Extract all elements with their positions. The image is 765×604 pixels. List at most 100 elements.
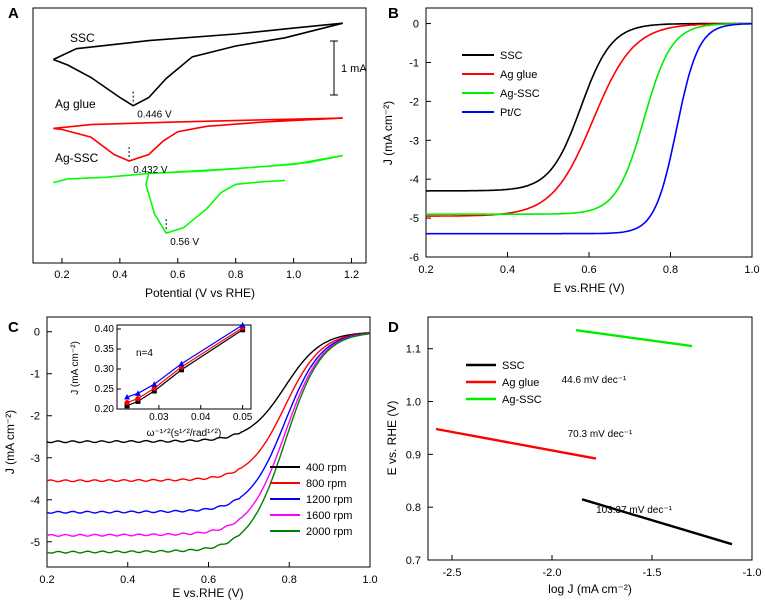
panel-d-slope-label-ag-ssc: 44.6 mV dec⁻¹ xyxy=(562,375,627,386)
panel-d-legend-label-ag-ssc: Ag-SSC xyxy=(502,394,542,406)
panel-d-legend: SSC Ag glue Ag-SSC xyxy=(466,360,542,406)
panel-d-line-ssc xyxy=(581,498,733,546)
panel-c-inset-x-tick-label: 0.04 xyxy=(191,412,211,423)
panel-d-x-tick-label: -1.5 xyxy=(643,567,662,579)
panel-d-slope-label-ssc: 103.37 mV dec⁻¹ xyxy=(596,505,673,516)
panel-c-inset-point xyxy=(178,367,184,373)
panel-b-y-tick-label: -6 xyxy=(409,252,419,264)
panel-d-curves: 103.37 mV dec⁻¹ 70.3 mV dec⁻¹ 44.6 mV dec⁻… xyxy=(435,329,733,546)
panel-c-inset-point xyxy=(239,322,246,328)
panel-b-x-tick-label: 1.0 xyxy=(744,264,759,276)
panel-c-x-tick-label: 0.4 xyxy=(120,574,135,586)
panel-d-x-tick-label: -1.0 xyxy=(743,567,762,579)
panel-b-legend-label-ssc: SSC xyxy=(500,50,523,62)
panel-c-curve-2000-rpm xyxy=(46,333,371,554)
panel-c-x-tick-label: 0.6 xyxy=(201,574,216,586)
panel-c-y-tick-label: -1 xyxy=(30,369,40,381)
panel-b-y-tick-label: -4 xyxy=(409,174,419,186)
panel-a-curve-ssc xyxy=(52,22,343,107)
panel-c-inset-point xyxy=(135,398,141,404)
panel-a-series-label-ag-glue: Ag glue xyxy=(55,97,96,111)
panel-d-x-label: log J (mA cm⁻²) xyxy=(548,582,632,596)
panel-d-y-tick-label: 1.0 xyxy=(406,397,421,409)
panel-d-legend-label-ag-glue: Ag glue xyxy=(502,377,539,389)
panel-c-y-label: J (mA cm⁻²) xyxy=(3,410,17,474)
panel-d-line-ag-glue xyxy=(435,427,597,460)
panel-c-inset-point xyxy=(151,388,157,394)
panel-a-x-tick-label: 1.2 xyxy=(344,269,359,281)
panel-c-legend-label-1600-rpm: 1600 rpm xyxy=(306,510,352,522)
panel-d-frame xyxy=(427,316,753,561)
panel-b-y-tick-label: -1 xyxy=(409,57,419,69)
panel-d-y-tick-label: 0.7 xyxy=(406,555,421,567)
panel-d-y-tick-label: 0.8 xyxy=(406,502,421,514)
panel-c-inset-y-tick-label: 0.25 xyxy=(95,384,115,395)
panel-c-inset-points xyxy=(124,322,246,409)
panel-c-x-tick-label: 0.2 xyxy=(39,574,54,586)
panel-d-slope-label-ag-glue: 70.3 mV dec⁻¹ xyxy=(568,429,633,440)
panel-b: B 0.2 0.4 0.6 0.8 1.0 0 -1 -2 -3 -4 -5 -6 SSC Ag glu… xyxy=(381,5,760,295)
panel-a-series-label-ag-ssc: Ag-SSC xyxy=(55,151,99,165)
panel-a-frame xyxy=(32,7,367,264)
panel-d-line-ag-ssc xyxy=(575,329,693,348)
panel-b-legend-label-ag-glue: Ag glue xyxy=(500,69,537,81)
panel-a-peak-label: 0.446 V xyxy=(137,110,172,121)
panel-c-inset-y-label: J (mA cm⁻²) xyxy=(70,341,81,395)
panel-d-x-tick-label: -2.5 xyxy=(443,567,462,579)
panel-a-peak-label: 0.432 V xyxy=(133,165,168,176)
panel-d: D -2.5 -2.0 -1.5 -1.0 0.7 0.8 0.9 1.0 1.1 103.37… xyxy=(385,316,762,596)
panel-d-letter: D xyxy=(388,319,399,336)
panel-a-curve-ag-ssc xyxy=(53,154,343,235)
panel-a: A 0.2 0.4 0.6 0.8 1.0 1.2 0.446 V SSC 0.432 V Ag… xyxy=(8,5,367,300)
panel-c-x-tick-label: 0.8 xyxy=(282,574,297,586)
panel-b-frame xyxy=(425,7,753,258)
panel-b-y-tick-label: -5 xyxy=(409,213,419,225)
panel-a-peak-label: 0.56 V xyxy=(170,237,199,248)
panel-c-inset-point xyxy=(135,396,141,402)
panel-c-legend: 400 rpm 800 rpm 1200 rpm 1600 rpm 2000 rpm xyxy=(270,462,352,538)
panel-c-inset-y-tick-label: 0.20 xyxy=(95,404,115,415)
panel-c-inset-y-tick-label: 0.30 xyxy=(95,364,115,375)
panel-c-inset-y-tick-label: 0.40 xyxy=(95,324,115,335)
panel-a-curves xyxy=(52,22,343,235)
panel-b-ticks: 0.2 0.4 0.6 0.8 1.0 0 -1 -2 -3 -4 -5 -6 xyxy=(409,19,759,276)
panel-b-x-tick-label: 0.8 xyxy=(663,264,678,276)
panel-b-curves xyxy=(426,22,753,235)
panel-b-legend-label-pt-c: Pt/C xyxy=(500,107,521,119)
panel-c-curves xyxy=(46,332,371,554)
panel-c-inset-point xyxy=(124,400,130,406)
panel-b-legend-label-ag-ssc: Ag-SSC xyxy=(500,88,540,100)
panel-c-x-label: E vs.RHE (V) xyxy=(172,586,243,600)
panel-d-legend-label-ssc: SSC xyxy=(502,360,525,372)
panel-a-series-label-ssc: SSC xyxy=(70,31,95,45)
panel-c-inset-annotation: n=4 xyxy=(136,348,153,359)
panel-a-x-tick-label: 0.8 xyxy=(228,269,243,281)
panel-c-inset-x-tick-label: 0.03 xyxy=(149,412,169,423)
panel-a-x-label: Potential (V vs RHE) xyxy=(145,286,255,300)
panel-c-curve-1200-rpm xyxy=(46,332,371,514)
panel-c-inset-y-tick-label: 0.35 xyxy=(95,344,115,355)
panel-b-letter: B xyxy=(388,5,399,22)
panel-c-curve-400-rpm xyxy=(46,332,371,444)
panel-a-x-tick-label: 0.2 xyxy=(54,269,69,281)
panel-c-inset-point xyxy=(124,403,130,409)
panel-c-y-tick-label: -2 xyxy=(30,411,40,423)
panel-c-legend-label-400-rpm: 400 rpm xyxy=(306,462,346,474)
panel-b-legend: SSC Ag glue Ag-SSC Pt/C xyxy=(462,50,540,119)
panel-d-y-tick-label: 1.1 xyxy=(406,344,421,356)
panel-a-scale-bar-label: 1 mA xyxy=(341,63,367,75)
panel-b-x-label: E vs.RHE (V) xyxy=(553,281,624,295)
panel-c-curve-800-rpm xyxy=(46,332,371,483)
panel-d-ticks: -2.5 -2.0 -1.5 -1.0 0.7 0.8 0.9 1.0 1.1 xyxy=(406,344,762,579)
panel-b-y-tick-label: -2 xyxy=(409,96,419,108)
panel-b-y-tick-label: -3 xyxy=(409,135,419,147)
panel-a-x-tick-label: 0.6 xyxy=(170,269,185,281)
panel-c-inset-point xyxy=(151,381,158,387)
panel-d-y-tick-label: 0.9 xyxy=(406,449,421,461)
panel-c-inset-x-tick-label: 0.05 xyxy=(233,412,253,423)
panel-c-legend-label-1200-rpm: 1200 rpm xyxy=(306,494,352,506)
panel-c-y-tick-label: -3 xyxy=(30,453,40,465)
panel-b-x-tick-label: 0.6 xyxy=(581,264,596,276)
panel-b-y-label: J (mA cm⁻²) xyxy=(381,101,395,165)
